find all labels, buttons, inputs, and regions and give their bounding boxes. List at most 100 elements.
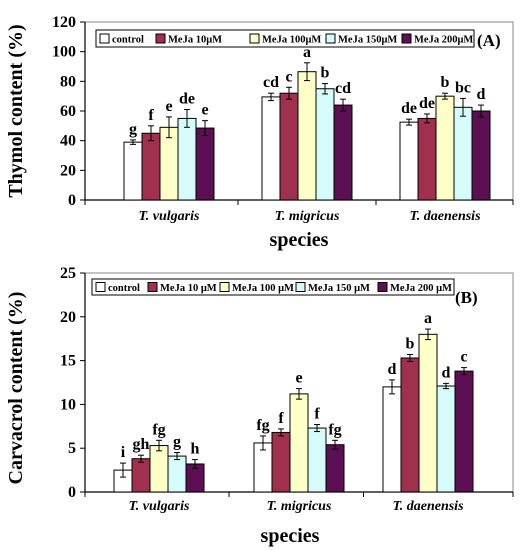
significance-letter: fg <box>256 417 269 434</box>
legend-swatch <box>147 282 158 292</box>
category-label: T. daenensis <box>409 209 481 224</box>
significance-letter: c <box>285 68 292 85</box>
significance-letter: fg <box>152 421 165 438</box>
category-label: T. daenensis <box>392 499 464 514</box>
category-label: T. migricus <box>267 499 332 514</box>
legend-label: MeJa 150 μM <box>308 283 370 294</box>
legend-label: control <box>112 35 144 46</box>
legend-label: MeJa 100μM <box>262 35 321 46</box>
bar <box>454 370 474 493</box>
y-axis-title: Thymol content (%) <box>5 24 27 197</box>
bar <box>261 96 281 201</box>
significance-letter: d <box>442 364 451 381</box>
y-axis-title: Carvacrol content (%) <box>5 292 27 485</box>
legend-swatch <box>219 282 230 292</box>
y-tick-label: 20 <box>60 309 76 326</box>
significance-letter: e <box>295 370 302 387</box>
significance-letter: f <box>314 406 320 423</box>
bar <box>471 110 491 201</box>
legend-label: MeJa 10μM <box>168 35 222 46</box>
legend-swatch <box>249 33 260 44</box>
panel-a-chart: 0 20 40 60 80 100 120 T. vulgaris T. migricus T. … <box>5 14 514 251</box>
bar <box>141 132 161 201</box>
bar <box>195 127 215 201</box>
significance-letter: g <box>129 121 137 138</box>
x-axis-title: species <box>261 525 320 547</box>
y-tick-label: 5 <box>68 440 76 457</box>
bar <box>289 393 309 493</box>
significance-letter: h <box>191 441 200 458</box>
bar <box>131 458 151 493</box>
y-tick-label: 10 <box>60 396 76 413</box>
bar <box>167 455 187 493</box>
bar <box>436 385 456 493</box>
y-tick-label: 120 <box>52 14 76 31</box>
y-tick-label: 100 <box>52 44 76 61</box>
significance-letter: cd <box>335 80 351 97</box>
y-tick-label: 80 <box>60 73 76 90</box>
significance-letter: de <box>419 95 435 112</box>
legend-label: MeJa 10 μM <box>160 283 217 294</box>
legend-swatch <box>99 33 110 44</box>
significance-letter: gh <box>133 436 150 453</box>
legend-swatch <box>95 282 106 292</box>
y-tick-label: 60 <box>60 103 76 120</box>
legend-label: MeJa 200 μM <box>390 283 452 294</box>
legend <box>95 29 475 48</box>
x-axis-title: species <box>270 229 329 251</box>
significance-letter: g <box>173 434 181 451</box>
panel-b-chart: 0 5 10 15 20 25 T. vulgaris T. migricus T. daene… <box>5 265 514 547</box>
category-label: T. migricus <box>275 209 340 224</box>
y-tick-label: 40 <box>60 133 76 150</box>
legend-label: MeJa 100 μM <box>232 283 294 294</box>
bar <box>297 71 317 201</box>
y-tick-label: 15 <box>60 353 76 370</box>
significance-letter: de <box>401 100 417 117</box>
bar <box>400 357 420 493</box>
y-tick-label: 25 <box>60 265 76 282</box>
significance-letter: e <box>165 98 172 115</box>
significance-letter: d <box>477 86 486 103</box>
bar <box>271 431 291 493</box>
significance-letter: fg <box>328 421 341 438</box>
bar <box>333 104 353 201</box>
significance-letter: f <box>148 107 154 124</box>
bar <box>417 117 437 201</box>
significance-letter: e <box>201 102 208 119</box>
bar <box>123 141 143 201</box>
significance-letter: f <box>278 410 284 427</box>
bar <box>399 121 419 201</box>
category-label: T. vulgaris <box>129 499 190 514</box>
bar <box>149 445 169 493</box>
bar <box>307 427 327 493</box>
bar <box>177 117 197 201</box>
bar <box>279 92 299 201</box>
y-tick-label: 0 <box>68 192 76 209</box>
significance-letter: b <box>321 65 330 82</box>
legend-swatch <box>295 282 306 292</box>
significance-letter: c <box>460 349 467 366</box>
bar <box>453 106 473 201</box>
significance-letter: a <box>424 310 432 327</box>
bar <box>325 444 345 493</box>
significance-letter: bc <box>455 79 471 96</box>
legend-swatch <box>377 282 388 292</box>
significance-letter: d <box>388 361 397 378</box>
panel-label: (A) <box>477 31 501 50</box>
significance-letter: i <box>121 444 126 461</box>
legend-label: MeJa 150μM <box>338 35 397 46</box>
legend-swatch <box>325 33 336 44</box>
legend-swatch <box>155 33 166 44</box>
legend-label: MeJa 200μM <box>414 35 473 46</box>
bar <box>315 88 335 201</box>
bar <box>418 333 438 493</box>
significance-letter: a <box>303 44 311 61</box>
bar <box>382 386 402 493</box>
y-tick-label: 20 <box>60 162 76 179</box>
significance-letter: de <box>179 91 195 108</box>
legend <box>91 278 455 296</box>
legend-label: control <box>108 283 140 294</box>
panel-label: (B) <box>455 288 478 307</box>
bar <box>159 126 179 201</box>
